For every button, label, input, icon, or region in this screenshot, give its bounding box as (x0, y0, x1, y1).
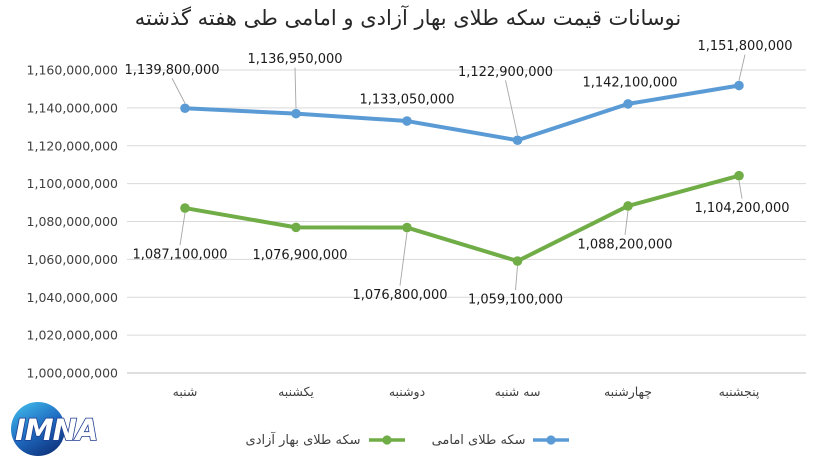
data-point-marker (623, 201, 633, 211)
data-point-marker (180, 203, 190, 213)
data-point-label: 1,076,900,000 (252, 248, 347, 263)
chart-title: نوسانات قیمت سکه طلای بهار آزادی و امامی… (134, 6, 682, 30)
data-point-marker (402, 222, 412, 233)
data-label-leader-line (399, 232, 408, 286)
data-label-leader-line (505, 80, 518, 136)
y-axis-tick-label: 1,100,000,000 (27, 176, 118, 191)
data-label-leader-line (738, 180, 743, 199)
y-axis-tick-label: 1,080,000,000 (27, 214, 118, 229)
series-line-0 (183, 83, 741, 143)
x-axis-tick-label: چهارشنبه (604, 384, 652, 400)
data-label-leader-line (515, 266, 518, 291)
legend-label-emami: سکه طلای امامی (431, 432, 526, 448)
data-point-label: 1,104,200,000 (694, 201, 789, 216)
data-point-label: 1,122,900,000 (458, 65, 553, 80)
legend-label-bahar-azadi: سکه طلای بهار آزادی (245, 432, 361, 448)
data-label-leader-line (738, 54, 746, 81)
x-axis-tick-label: یکشنبه (278, 384, 314, 399)
data-point-marker (512, 135, 523, 146)
data-point-label: 1,087,100,000 (132, 248, 227, 263)
data-point-marker (734, 80, 744, 91)
data-point-marker (291, 222, 301, 233)
series-line-1 (183, 173, 741, 264)
legend-swatch-green (368, 435, 405, 445)
data-point-marker (623, 99, 633, 109)
imna-logo-text: IMNA (15, 413, 97, 447)
data-point-label: 1,076,800,000 (352, 288, 447, 303)
y-axis-tick-label: 1,040,000,000 (27, 290, 118, 305)
x-axis-tick-label: شنبه (173, 384, 198, 399)
data-point-label: 1,139,800,000 (124, 63, 219, 78)
data-point-label: 1,133,050,000 (359, 93, 454, 108)
data-point-label: 1,136,950,000 (247, 52, 342, 67)
chart-legend: سکه طلای بهار آزادی سکه طلای امامی (0, 429, 816, 451)
y-axis-tick-label: 1,020,000,000 (27, 328, 118, 343)
y-axis-tick-label: 1,000,000,000 (27, 366, 118, 381)
data-point-marker (512, 256, 523, 266)
data-point-label: 1,142,100,000 (582, 75, 677, 90)
data-label-leader-line (179, 212, 186, 246)
data-point-marker (402, 116, 412, 126)
data-point-marker (734, 170, 744, 181)
legend-marker-green (381, 435, 392, 445)
imna-logo: IMNA (11, 402, 99, 456)
data-label-leader-line (171, 78, 186, 104)
data-label-leader-line (624, 210, 629, 236)
legend-item-bahar-azadi: سکه طلای بهار آزادی (246, 433, 406, 448)
x-axis-tick-label: سه شنبه (495, 384, 541, 399)
x-axis-tick-label: پنجشنبه (719, 384, 760, 399)
legend-item-emami: سکه طلای امامی (432, 433, 571, 448)
legend-marker-blue (546, 435, 557, 445)
y-axis-tick-label: 1,140,000,000 (27, 100, 118, 115)
data-point-label: 1,088,200,000 (577, 237, 672, 252)
legend-swatch-blue (533, 435, 570, 445)
data-point-marker (291, 108, 301, 119)
data-point-marker (180, 103, 190, 114)
data-label-leader-line (294, 67, 297, 109)
data-point-label: 1,059,100,000 (468, 293, 563, 308)
y-axis-tick-label: 1,060,000,000 (27, 252, 118, 267)
y-axis-tick-label: 1,160,000,000 (27, 63, 118, 78)
y-axis-tick-label: 1,120,000,000 (27, 138, 118, 153)
data-point-label: 1,151,800,000 (697, 39, 792, 54)
x-axis-tick-label: دوشنبه (389, 384, 425, 400)
imna-logo-sphere (11, 402, 65, 456)
